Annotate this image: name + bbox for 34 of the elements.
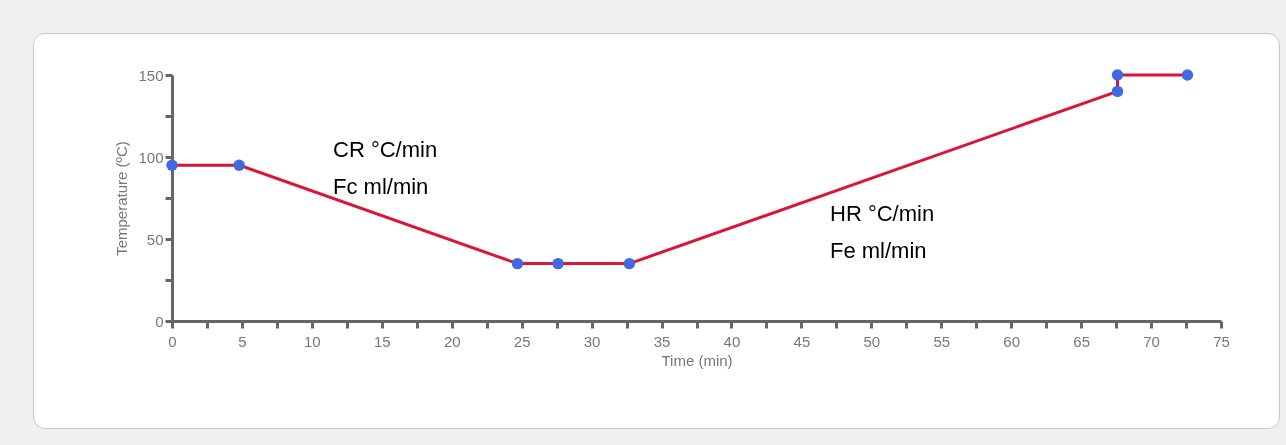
x-tick-label: 0 — [168, 332, 177, 350]
x-tick-label: 35 — [653, 332, 671, 350]
x-tick-label: 5 — [238, 332, 247, 350]
x-tick-label: 55 — [933, 332, 951, 350]
point — [623, 257, 636, 270]
x-tick-label: 70 — [1143, 332, 1160, 350]
x-axis-title: Time (min) — [661, 351, 733, 369]
point — [166, 159, 178, 171]
x-tick-label: 45 — [793, 332, 811, 350]
y-tick-label: 150 — [138, 66, 164, 84]
y-tick-label: 0 — [155, 312, 164, 330]
y-tick-label: 50 — [146, 230, 164, 248]
y-tick-label: 100 — [138, 148, 164, 166]
x-tick-label: 15 — [373, 332, 391, 350]
x-tick-label: 30 — [583, 332, 601, 350]
y-axis-title: Temperature (ºC) — [113, 141, 131, 256]
x-tick-label: 65 — [1073, 332, 1090, 350]
point — [552, 257, 564, 270]
annotation: HR °C/min — [830, 200, 935, 228]
point — [233, 159, 245, 171]
point — [1111, 69, 1124, 81]
x-tick-label: 75 — [1213, 332, 1230, 350]
point — [1181, 69, 1194, 81]
annotation: Fe ml/min — [830, 237, 927, 265]
x-tick-label: 50 — [863, 332, 881, 350]
point — [511, 257, 524, 270]
x-tick-label: 10 — [304, 332, 321, 350]
x-tick-label: 20 — [443, 332, 461, 350]
x-tick-label: 60 — [1003, 332, 1021, 350]
annotation: Fc ml/min — [333, 173, 429, 201]
x-tick-label: 25 — [513, 332, 531, 350]
point — [1111, 85, 1124, 98]
annotation: CR °C/min — [333, 136, 438, 164]
x-tick-label: 40 — [723, 332, 741, 350]
